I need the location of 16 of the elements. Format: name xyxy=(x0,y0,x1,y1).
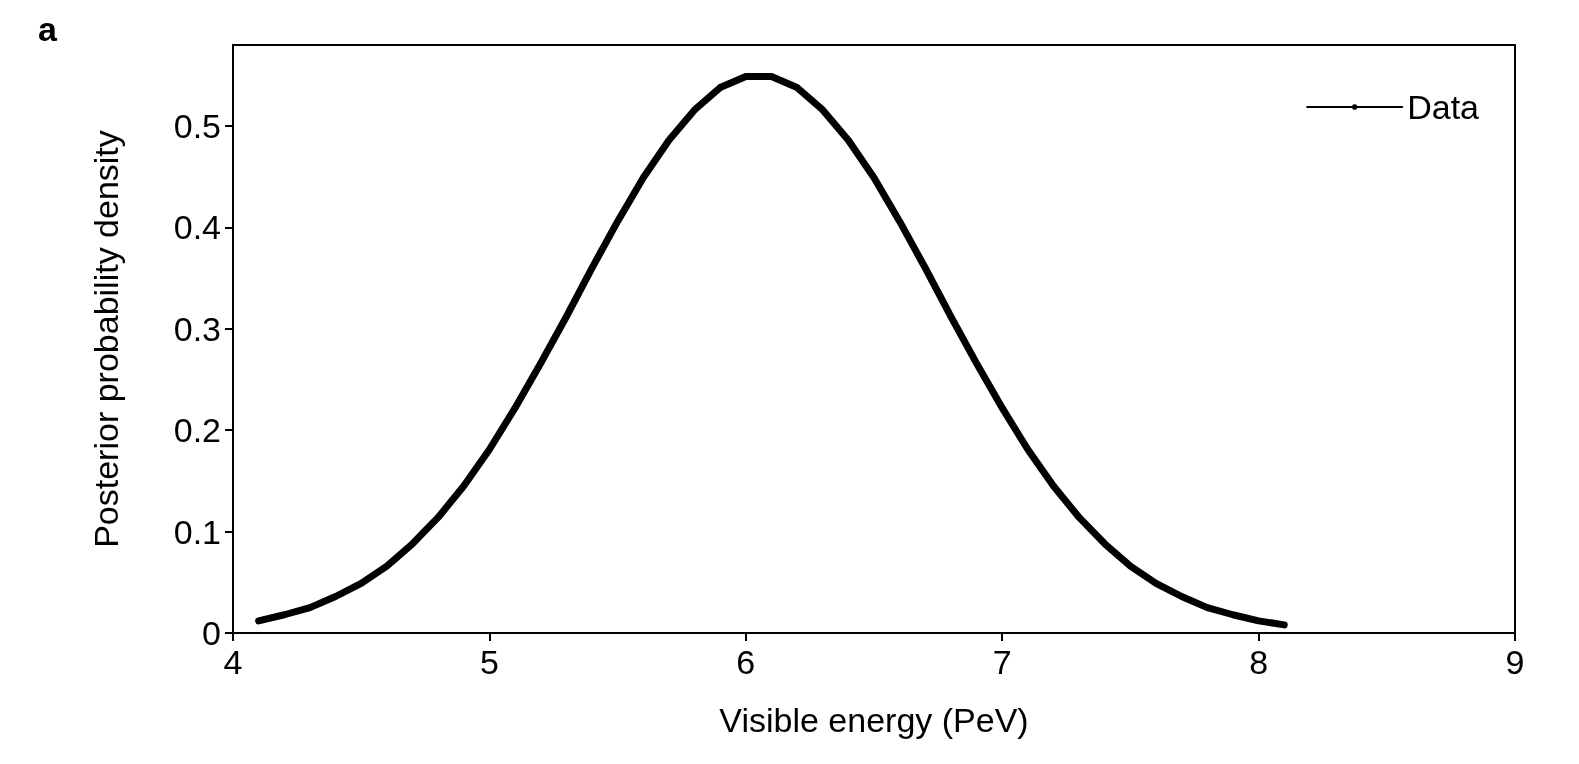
y-tick-label: 0.5 xyxy=(173,107,221,146)
y-tick-label: 0.3 xyxy=(173,309,221,348)
y-tick-label: 0.1 xyxy=(173,512,221,551)
x-tick-label: 4 xyxy=(223,643,243,681)
x-tick-label: 7 xyxy=(992,643,1012,681)
x-tick-label: 9 xyxy=(1505,643,1525,681)
x-tick-label: 5 xyxy=(479,643,499,681)
y-axis-title: Posterior probability density xyxy=(87,130,125,548)
y-tick-label: 0.4 xyxy=(173,208,221,247)
y-tick-label: 0 xyxy=(202,614,221,652)
x-tick-label: 6 xyxy=(736,643,756,681)
text: a xyxy=(38,10,57,49)
x-tick-label: 8 xyxy=(1249,643,1269,681)
legend-label: Data xyxy=(1407,88,1480,126)
y-tick-label: 0.2 xyxy=(173,411,221,450)
x-axis-title: Visible energy (PeV) xyxy=(719,701,1029,739)
